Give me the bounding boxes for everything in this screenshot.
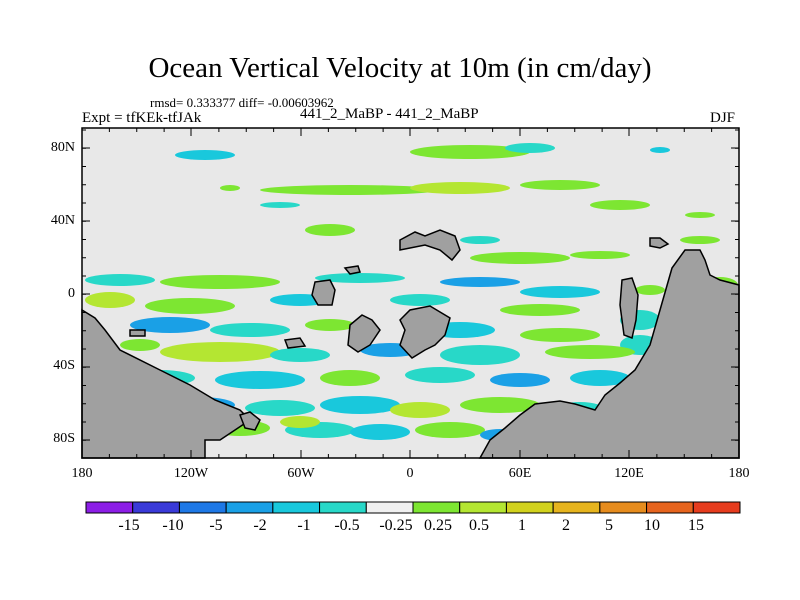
colorbar-label: 2 xyxy=(562,517,570,534)
velocity-contour xyxy=(440,277,520,287)
colorbar-label: 15 xyxy=(688,517,704,534)
velocity-contour xyxy=(440,345,520,365)
velocity-contour xyxy=(120,339,160,351)
colorbar-label: -1 xyxy=(297,517,311,534)
velocity-contour xyxy=(410,145,530,159)
colorbar-label: 0.5 xyxy=(469,517,489,534)
velocity-contour xyxy=(85,292,135,308)
velocity-contour xyxy=(130,317,210,333)
colorbar-label: 0.25 xyxy=(424,517,452,534)
velocity-contour xyxy=(390,294,450,306)
colorbar-label: -10 xyxy=(162,517,184,534)
velocity-contour xyxy=(315,273,405,283)
velocity-contour xyxy=(245,400,315,416)
land-mass xyxy=(619,277,639,340)
experiment-label: Expt = tfKEk-tfJAk xyxy=(82,110,202,126)
velocity-contour xyxy=(685,212,715,218)
x-tick-label: 0 xyxy=(406,466,414,481)
y-tick-label: 40N xyxy=(50,213,75,228)
rmsd-diff-stats: rmsd= 0.333377 diff= -0.00603962 xyxy=(150,95,334,110)
colorbar-label: 10 xyxy=(644,517,660,534)
velocity-contour xyxy=(680,236,720,244)
velocity-contour xyxy=(470,252,570,264)
velocity-contour xyxy=(490,373,550,387)
velocity-contour xyxy=(215,371,305,389)
land-mass xyxy=(347,314,381,353)
land-layer xyxy=(81,229,740,459)
velocity-contour xyxy=(500,304,580,316)
colorbar-label: -2 xyxy=(253,517,267,534)
colorbar-label: -0.25 xyxy=(379,517,413,534)
land-mass xyxy=(343,265,361,275)
velocity-contour xyxy=(520,180,600,190)
colorbar-label: 5 xyxy=(605,517,613,534)
velocity-contour xyxy=(505,143,555,153)
land-mass xyxy=(283,337,307,349)
velocity-contour xyxy=(85,274,155,286)
velocity-contour xyxy=(545,345,635,359)
velocity-contour xyxy=(210,323,290,337)
velocity-contour xyxy=(415,422,485,438)
velocity-contour xyxy=(650,147,670,153)
y-tick-label: 40S xyxy=(53,358,75,373)
velocity-contour xyxy=(570,370,630,386)
velocity-contour xyxy=(305,224,355,236)
colorbar-label: -15 xyxy=(118,517,140,534)
velocity-contour xyxy=(260,202,300,208)
velocity-contour xyxy=(175,150,235,160)
land-mass xyxy=(649,237,670,249)
velocity-contour xyxy=(410,182,510,194)
land-mass xyxy=(81,308,252,459)
colorbar-label: -0.5 xyxy=(334,517,360,534)
velocity-contour xyxy=(570,251,630,259)
velocity-contour xyxy=(460,397,540,413)
y-tick-label: 80N xyxy=(50,140,75,155)
x-tick-label: 60E xyxy=(508,466,532,481)
velocity-contour xyxy=(590,200,650,210)
map-title: Ocean Vertical Velocity at 10m (in cm/da… xyxy=(148,52,652,84)
velocity-contour xyxy=(460,236,500,244)
velocity-contour xyxy=(320,370,380,386)
velocity-contour xyxy=(260,185,440,195)
velocity-contour xyxy=(220,185,240,191)
x-tick-label: 60W xyxy=(287,466,315,481)
case-label: 441_2_MaBP - 441_2_MaBP xyxy=(300,106,479,122)
y-tick-label: 80S xyxy=(53,431,75,446)
x-tick-label: 180 xyxy=(728,466,750,481)
velocity-contour xyxy=(320,396,400,414)
season-label: DJF xyxy=(710,110,736,126)
land-mass xyxy=(239,411,261,431)
velocity-contour xyxy=(305,319,355,331)
land-mass xyxy=(311,279,336,306)
velocity-contour xyxy=(145,298,235,314)
land-mass xyxy=(129,329,146,337)
y-tick-label: 0 xyxy=(68,286,75,301)
velocity-contour xyxy=(520,286,600,298)
velocity-contour xyxy=(350,424,410,440)
velocity-contour xyxy=(405,367,475,383)
colorbar-label: -5 xyxy=(209,517,223,534)
velocity-contour xyxy=(160,275,280,289)
velocity-contour xyxy=(520,328,600,342)
axis-ticks xyxy=(81,128,740,458)
velocity-contour xyxy=(635,285,665,295)
x-tick-label: 180 xyxy=(71,466,93,481)
velocity-contour xyxy=(390,402,450,418)
velocity-contour xyxy=(160,342,280,362)
land-mass xyxy=(399,229,461,262)
x-tick-label: 120E xyxy=(614,466,644,481)
colorbar-label: 1 xyxy=(518,517,526,534)
land-mass xyxy=(399,305,451,359)
velocity-contour xyxy=(280,416,320,428)
velocity-contour xyxy=(270,348,330,362)
x-tick-label: 120W xyxy=(173,466,209,481)
